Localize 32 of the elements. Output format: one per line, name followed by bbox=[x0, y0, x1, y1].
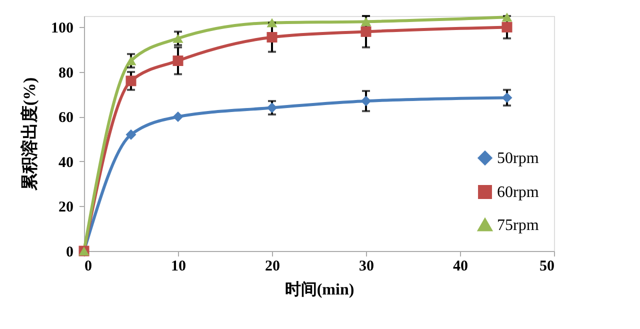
legend-label: 60rpm bbox=[497, 184, 540, 201]
x-axis-title: 时间(min) bbox=[284, 280, 354, 298]
y-axis-title: 累积溶出度(%) bbox=[20, 77, 39, 192]
x-tick-label: 40 bbox=[453, 258, 468, 274]
point bbox=[266, 102, 278, 114]
point bbox=[266, 18, 278, 28]
point bbox=[126, 76, 136, 86]
y-tick-label: 60 bbox=[58, 110, 74, 126]
point bbox=[172, 34, 184, 43]
x-tick-label: 10 bbox=[171, 258, 186, 274]
x-tick-label: 20 bbox=[265, 258, 280, 274]
y-tick-label: 0 bbox=[66, 244, 74, 260]
point bbox=[266, 32, 278, 43]
x-tick-label: 0 bbox=[84, 258, 92, 274]
point bbox=[360, 26, 372, 37]
point bbox=[172, 56, 184, 66]
point bbox=[502, 12, 512, 22]
point bbox=[360, 17, 372, 26]
point bbox=[360, 96, 372, 106]
y-tick-label: 80 bbox=[58, 65, 74, 82]
legend-label: 75rpm bbox=[497, 217, 540, 234]
point bbox=[126, 56, 136, 66]
y-tick-label: 100 bbox=[51, 20, 74, 37]
x-tick-label: 50 bbox=[540, 258, 554, 274]
x-tick-label: 30 bbox=[359, 258, 374, 274]
point bbox=[502, 22, 512, 32]
point bbox=[172, 111, 184, 122]
y-tick-label: 20 bbox=[58, 200, 74, 216]
point bbox=[126, 129, 136, 140]
legend-label: 50rpm bbox=[497, 150, 540, 167]
y-tick-label: 40 bbox=[58, 154, 74, 171]
point bbox=[502, 92, 512, 103]
